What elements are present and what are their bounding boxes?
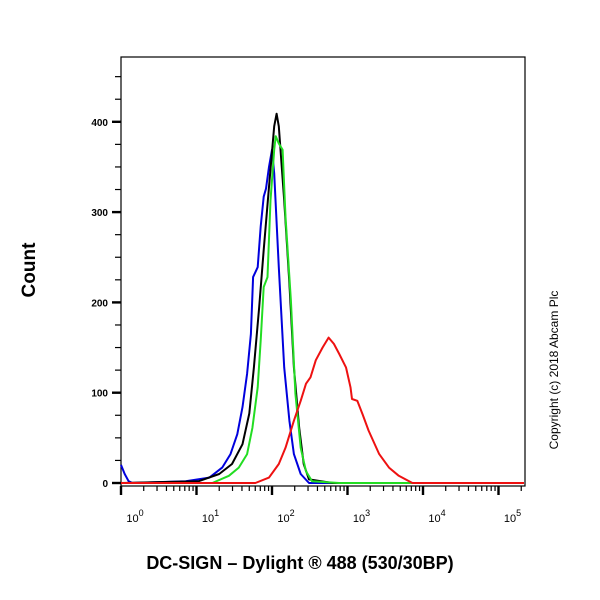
x-tick-label: 104 <box>428 508 445 525</box>
series-blue-line <box>120 148 524 484</box>
plot-frame <box>120 56 526 487</box>
y-tick-label: 200 <box>91 298 108 309</box>
y-tick-label: 0 <box>102 479 108 490</box>
series-group <box>120 112 524 484</box>
x-tick-label: 105 <box>504 508 521 525</box>
y-tick-label: 400 <box>91 118 108 129</box>
x-tick-label: 100 <box>126 508 143 525</box>
x-axis-label: DC-SIGN – Dylight ® 488 (530/30BP) <box>146 553 454 573</box>
y-axis-label: Count <box>19 242 40 298</box>
x-tick-label: 102 <box>277 508 294 525</box>
x-tick-label: 101 <box>202 508 219 525</box>
y-axis: 0 100 200 300 400 <box>91 76 121 490</box>
x-axis: 100 101 102 103 104 105 <box>119 486 522 525</box>
copyright-annotation: Copyright (c) 2018 Abcam Plc <box>547 290 561 450</box>
series-black-line <box>120 112 524 484</box>
series-green-line <box>121 135 524 484</box>
y-tick-label: 300 <box>91 208 108 219</box>
y-tick-label: 100 <box>91 389 108 400</box>
x-tick-label: 103 <box>353 508 370 525</box>
series-red-line <box>121 336 524 484</box>
